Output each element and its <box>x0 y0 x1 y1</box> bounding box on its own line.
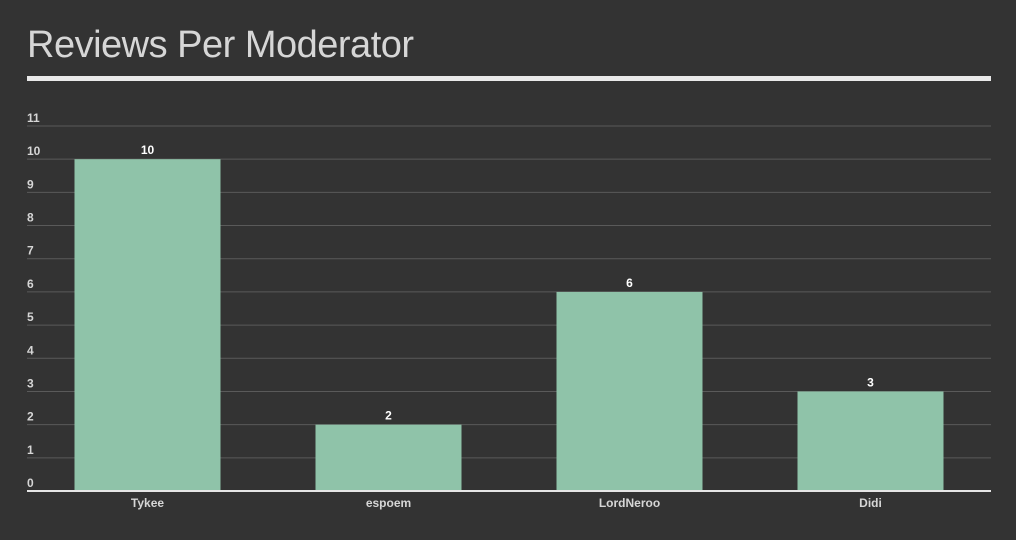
y-tick-label: 4 <box>27 343 34 357</box>
data-label: 6 <box>626 276 633 290</box>
x-tick-label: Tykee <box>131 496 164 510</box>
data-label: 2 <box>385 409 392 423</box>
title-divider <box>27 76 991 81</box>
x-axis-ticks: Tykee espoem LordNeroo Didi <box>131 496 882 510</box>
x-tick-label: Didi <box>859 496 882 510</box>
y-axis-ticks: 0 1 2 3 4 5 6 7 8 9 10 11 <box>27 111 41 490</box>
data-label: 3 <box>867 375 874 389</box>
data-label: 10 <box>141 143 155 157</box>
y-tick-label: 3 <box>27 376 34 390</box>
bar <box>315 424 462 491</box>
y-tick-label: 2 <box>27 410 34 424</box>
bar <box>556 291 703 491</box>
bar <box>797 391 944 491</box>
y-tick-label: 8 <box>27 211 34 225</box>
x-tick-label: LordNeroo <box>599 496 660 510</box>
y-tick-label: 1 <box>27 443 34 457</box>
y-tick-label: 6 <box>27 277 34 291</box>
y-tick-label: 11 <box>27 111 40 125</box>
y-tick-label: 5 <box>27 310 34 324</box>
y-tick-label: 9 <box>27 177 34 191</box>
data-labels: 10 2 6 3 <box>141 143 874 422</box>
x-tick-label: espoem <box>366 496 411 510</box>
y-tick-label: 10 <box>27 144 41 158</box>
chart-title: Reviews Per Moderator <box>27 24 414 66</box>
y-tick-label: 7 <box>27 244 34 258</box>
bar <box>74 159 221 491</box>
y-tick-label: 0 <box>27 476 34 490</box>
bars <box>74 159 944 491</box>
